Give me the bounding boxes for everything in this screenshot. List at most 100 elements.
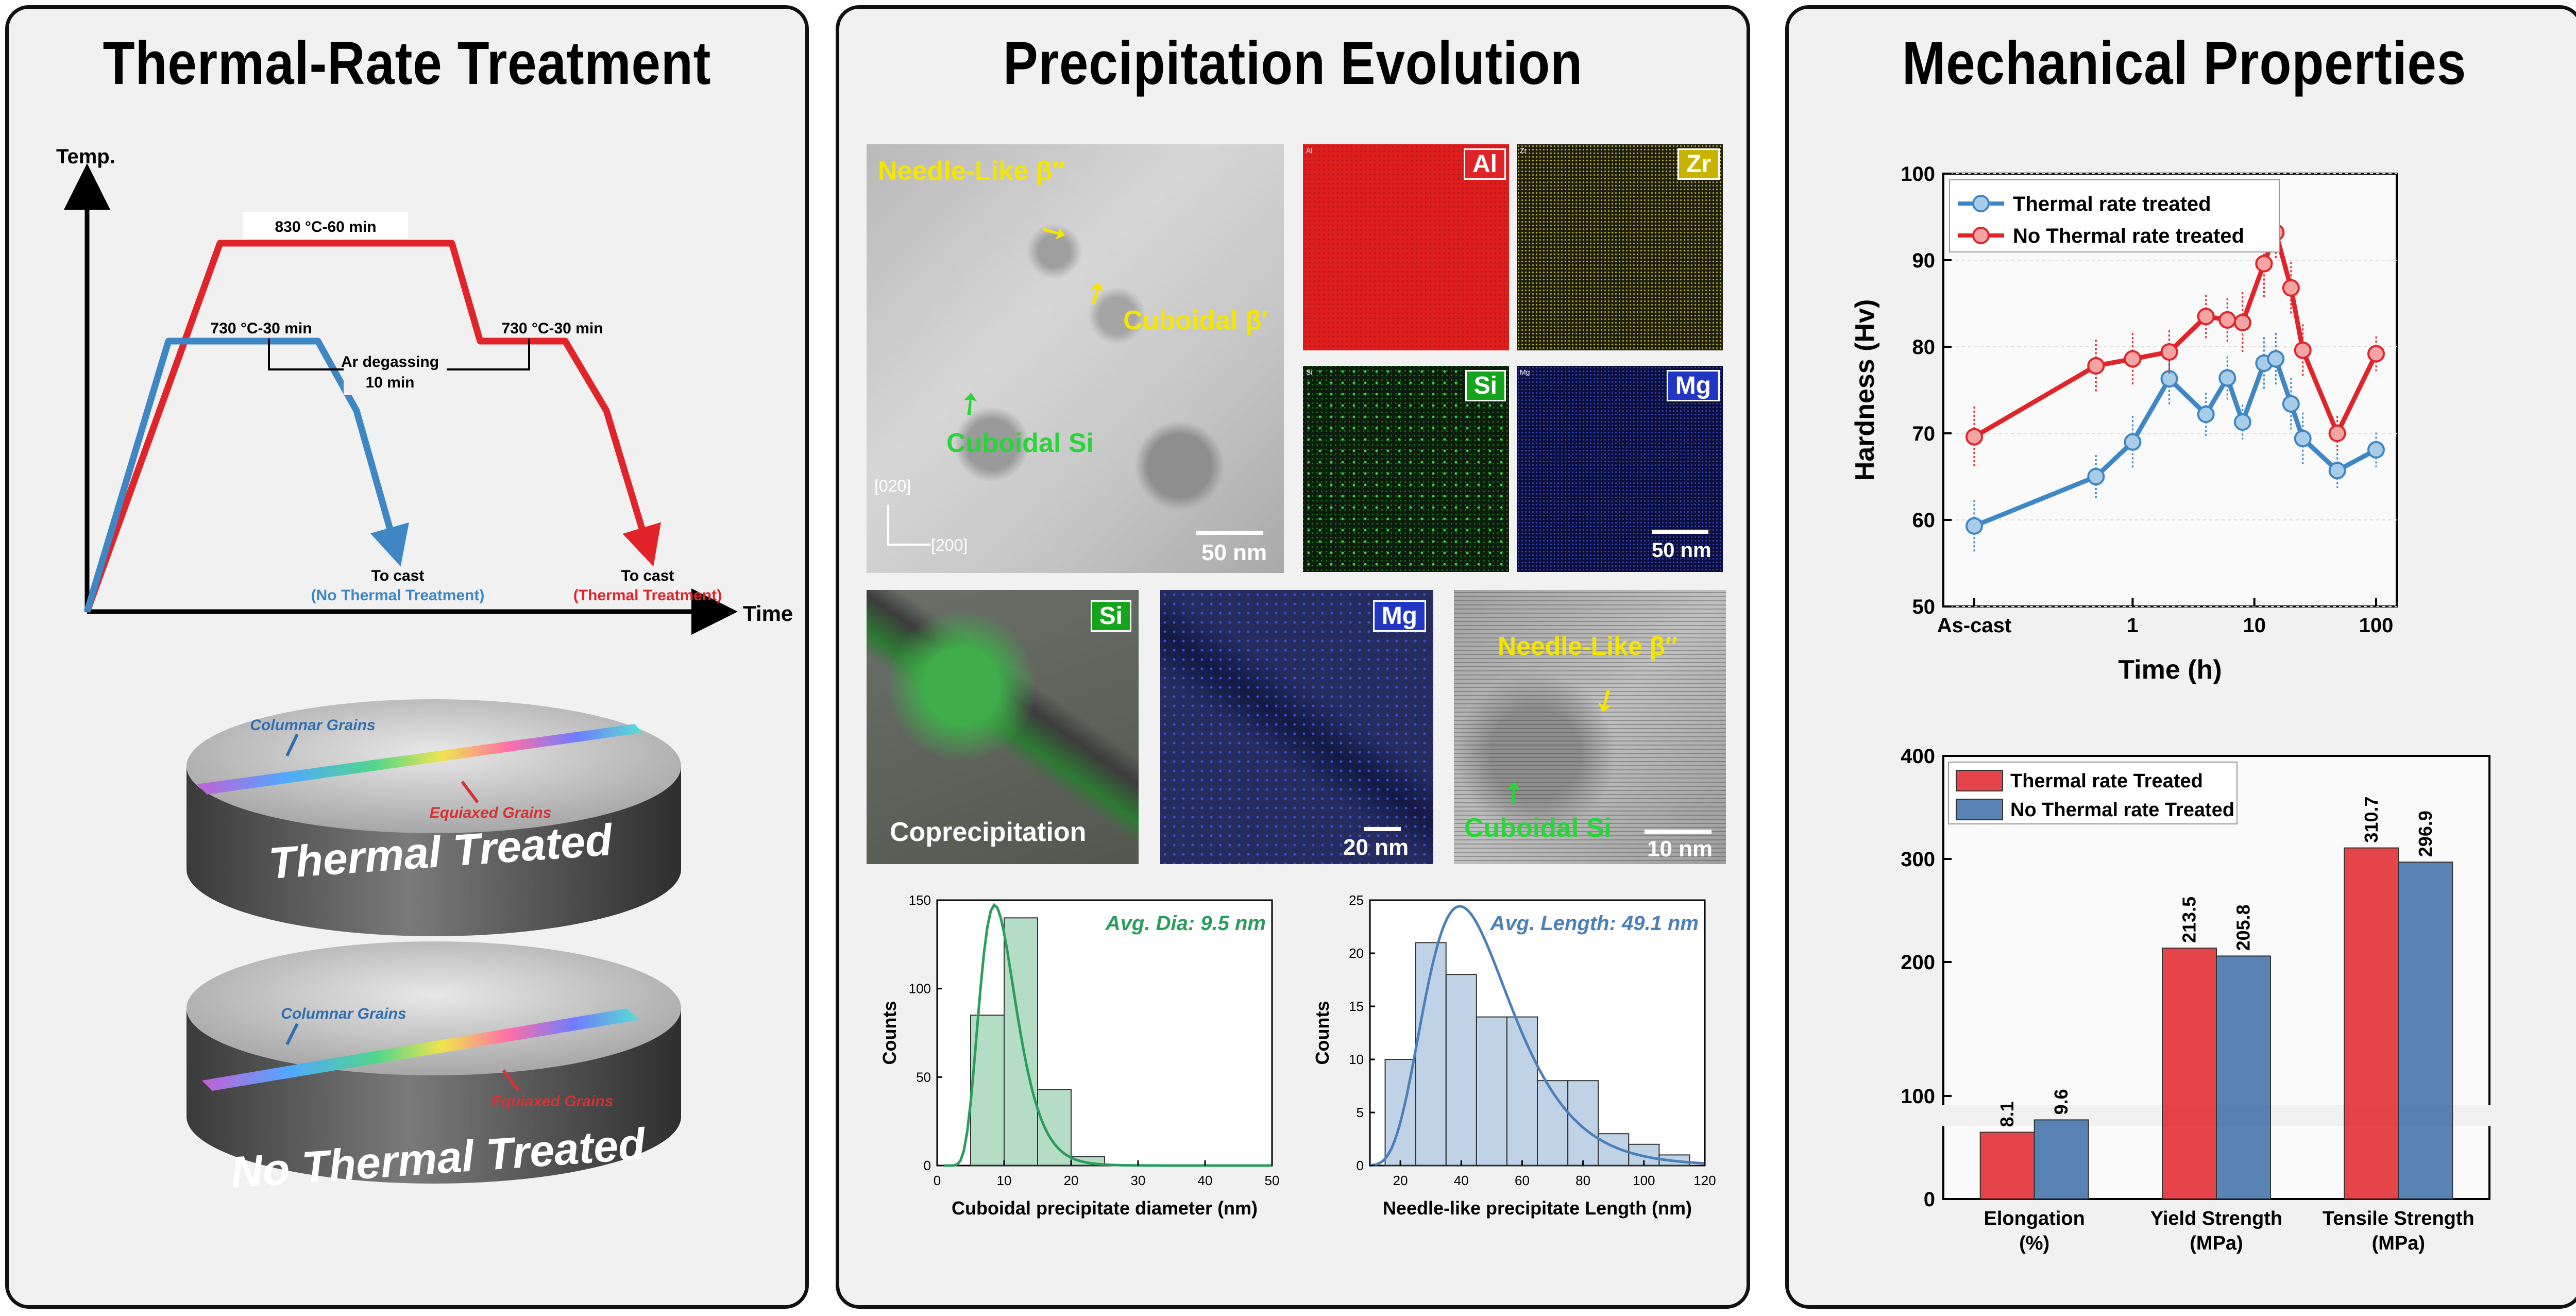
panel-precipitation-evolution: Precipitation Evolution Needle-Like β″ ➘… xyxy=(836,5,1750,1309)
category-label: Elongation xyxy=(1984,1208,2085,1229)
equiaxed-label: Equiaxed Grains xyxy=(430,804,552,821)
data-point xyxy=(2233,313,2251,331)
panel-title: Mechanical Properties xyxy=(1902,29,2467,97)
plot-area xyxy=(936,899,1273,1167)
strength-chart: 0 100 200 300 400 8.1 9.6 Elongation (%) 213.5 205… xyxy=(1901,745,2498,1254)
chart-title: Avg. Length: 49.1 nm xyxy=(1490,912,1699,935)
data-point xyxy=(2124,433,2142,451)
histogram-bar xyxy=(1445,974,1477,1166)
bar xyxy=(2162,948,2217,1200)
mini-label: Zr xyxy=(1520,146,1527,155)
hrtem-micrograph: Needle-Like β″ ➘ ➘ Cuboidal Si 10 nm xyxy=(1454,590,1726,864)
scale-label: 10 nm xyxy=(1647,836,1713,862)
y-tick-label: 70 xyxy=(1912,423,1936,445)
y-tick-label: 20 xyxy=(1349,946,1364,961)
y-tick-label: 150 xyxy=(909,892,931,908)
cuboidal-histogram: 0 10 20 30 40 50 0 50 100 150 Cuboidal precipitate… xyxy=(879,892,1279,1219)
red-top-hold-label: 830 °C-60 min xyxy=(275,218,376,235)
eds-map-si: Si Si xyxy=(1303,366,1509,572)
cuboidal-si-arrow-icon: ➘ xyxy=(947,383,991,426)
columnar-label: Columnar Grains xyxy=(250,717,375,734)
axis-arrows-icon xyxy=(887,505,930,546)
legend-marker xyxy=(1972,195,1990,212)
scale-bar xyxy=(1364,827,1401,831)
x-tick-label: 1 xyxy=(2127,614,2138,637)
fit-curve xyxy=(1369,905,1705,1167)
data-point xyxy=(2328,462,2346,480)
cuboidal-si-label: Cuboidal Si xyxy=(1464,813,1612,843)
data-point xyxy=(2233,413,2251,431)
fit-curve xyxy=(944,903,1272,1167)
element-badge: Si xyxy=(1090,600,1131,632)
equiaxed-label: Equiaxed Grains xyxy=(492,1093,614,1110)
data-point xyxy=(2160,343,2178,361)
cuboidal-beta-arrow-icon: ➘ xyxy=(1074,274,1117,314)
y-axis-label: Counts xyxy=(1312,1001,1333,1065)
scale-label: 50 nm xyxy=(1652,539,1711,562)
eds-map-zr: Zr Zr xyxy=(1517,144,1723,350)
degassing-label-1: Ar degassing xyxy=(341,353,439,370)
scale-label: 20 nm xyxy=(1343,835,1409,860)
y-tick-label: 0 xyxy=(924,1158,931,1173)
mini-label: Si xyxy=(1306,368,1313,376)
data-point xyxy=(2255,255,2273,273)
needle-arrow-icon: ➘ xyxy=(1033,210,1074,254)
y-tick-label: 5 xyxy=(1357,1105,1364,1120)
cuboidal-si-label: Cuboidal Si xyxy=(946,428,1094,458)
histogram-bar xyxy=(1037,1089,1072,1166)
histogram-bar xyxy=(1506,1016,1538,1166)
element-badge: Mg xyxy=(1666,370,1720,401)
x-axis-label: Time xyxy=(743,601,793,626)
element-badge: Si xyxy=(1465,370,1506,401)
bar-value-label: 213.5 xyxy=(2179,897,2200,943)
cast-red-label-2: (Thermal Treatment) xyxy=(573,587,722,604)
y-axis-label: Hardness (Hv) xyxy=(1850,299,1880,481)
category-label: Yield Strength xyxy=(2150,1208,2282,1229)
data-point xyxy=(2197,406,2215,424)
data-point xyxy=(2367,441,2385,459)
blue-thermal-curve xyxy=(83,338,409,613)
needle-label: Needle-Like β″ xyxy=(1498,632,1678,661)
bar xyxy=(2344,847,2399,1200)
y-tick-label: 15 xyxy=(1349,999,1364,1014)
legend-label: No Thermal rate Treated xyxy=(2010,799,2234,821)
bar xyxy=(1979,1132,2035,1200)
element-badge: Al xyxy=(1464,148,1506,180)
y-tick-label: 100 xyxy=(1901,1085,1935,1108)
y-tick-label: 90 xyxy=(1912,249,1936,272)
x-tick-label: 60 xyxy=(1515,1173,1530,1188)
y-axis-label: Temp. xyxy=(56,145,115,168)
x-tick-label: 40 xyxy=(1454,1173,1469,1188)
data-point xyxy=(2367,345,2385,363)
needle-histogram: 20 40 60 80 100 120 0 5 10 15 20 25 Needle-like prec… xyxy=(1312,892,1716,1219)
histogram-bar xyxy=(1567,1080,1599,1167)
mini-label: Al xyxy=(1306,146,1313,155)
legend-swatch xyxy=(1956,799,2003,820)
disc-illustrations: Thermal Treated Columnar Grains Equiaxed… xyxy=(187,699,681,1197)
axis-200-label: [200] xyxy=(931,536,968,554)
category-label: (%) xyxy=(2019,1233,2049,1254)
scale-bar xyxy=(1645,830,1711,834)
data-point xyxy=(2087,468,2105,485)
scale-bar xyxy=(1196,531,1263,535)
y-tick-label: 25 xyxy=(1349,892,1364,908)
y-tick-label: 100 xyxy=(909,981,931,997)
thermal-treated-disc: Thermal Treated Columnar Grains Equiaxed… xyxy=(187,699,681,936)
hardness-chart: 50 60 70 80 90 100 As-cast 1 10 100 Time (h) Hardne… xyxy=(1850,163,2398,685)
blue-hold-label: 730 °C-30 min xyxy=(210,320,312,337)
x-tick-label: 30 xyxy=(1131,1173,1146,1188)
no-thermal-treated-disc: No Thermal Treated Columnar Grains Equia… xyxy=(187,941,681,1197)
tem-micrograph: Needle-Like β″ ➘ Cuboidal β′ ➘ ➘ Cuboida… xyxy=(867,144,1284,573)
legend-swatch xyxy=(1956,770,2003,791)
data-point xyxy=(2294,341,2312,359)
y-axis-label: Counts xyxy=(879,1001,900,1065)
scale-bar xyxy=(1652,530,1708,534)
element-badge: Mg xyxy=(1372,600,1426,632)
bar-value-label: 9.6 xyxy=(2050,1089,2072,1115)
scale-label: 50 nm xyxy=(1201,540,1267,565)
x-tick-label: 40 xyxy=(1198,1173,1213,1188)
temperature-schedule-diagram: Temp. Time 830 °C-60 min 730 °C-30 min 7… xyxy=(56,145,793,635)
data-point xyxy=(2124,350,2142,368)
histogram-bar xyxy=(1476,1016,1507,1166)
data-point xyxy=(2197,308,2215,326)
